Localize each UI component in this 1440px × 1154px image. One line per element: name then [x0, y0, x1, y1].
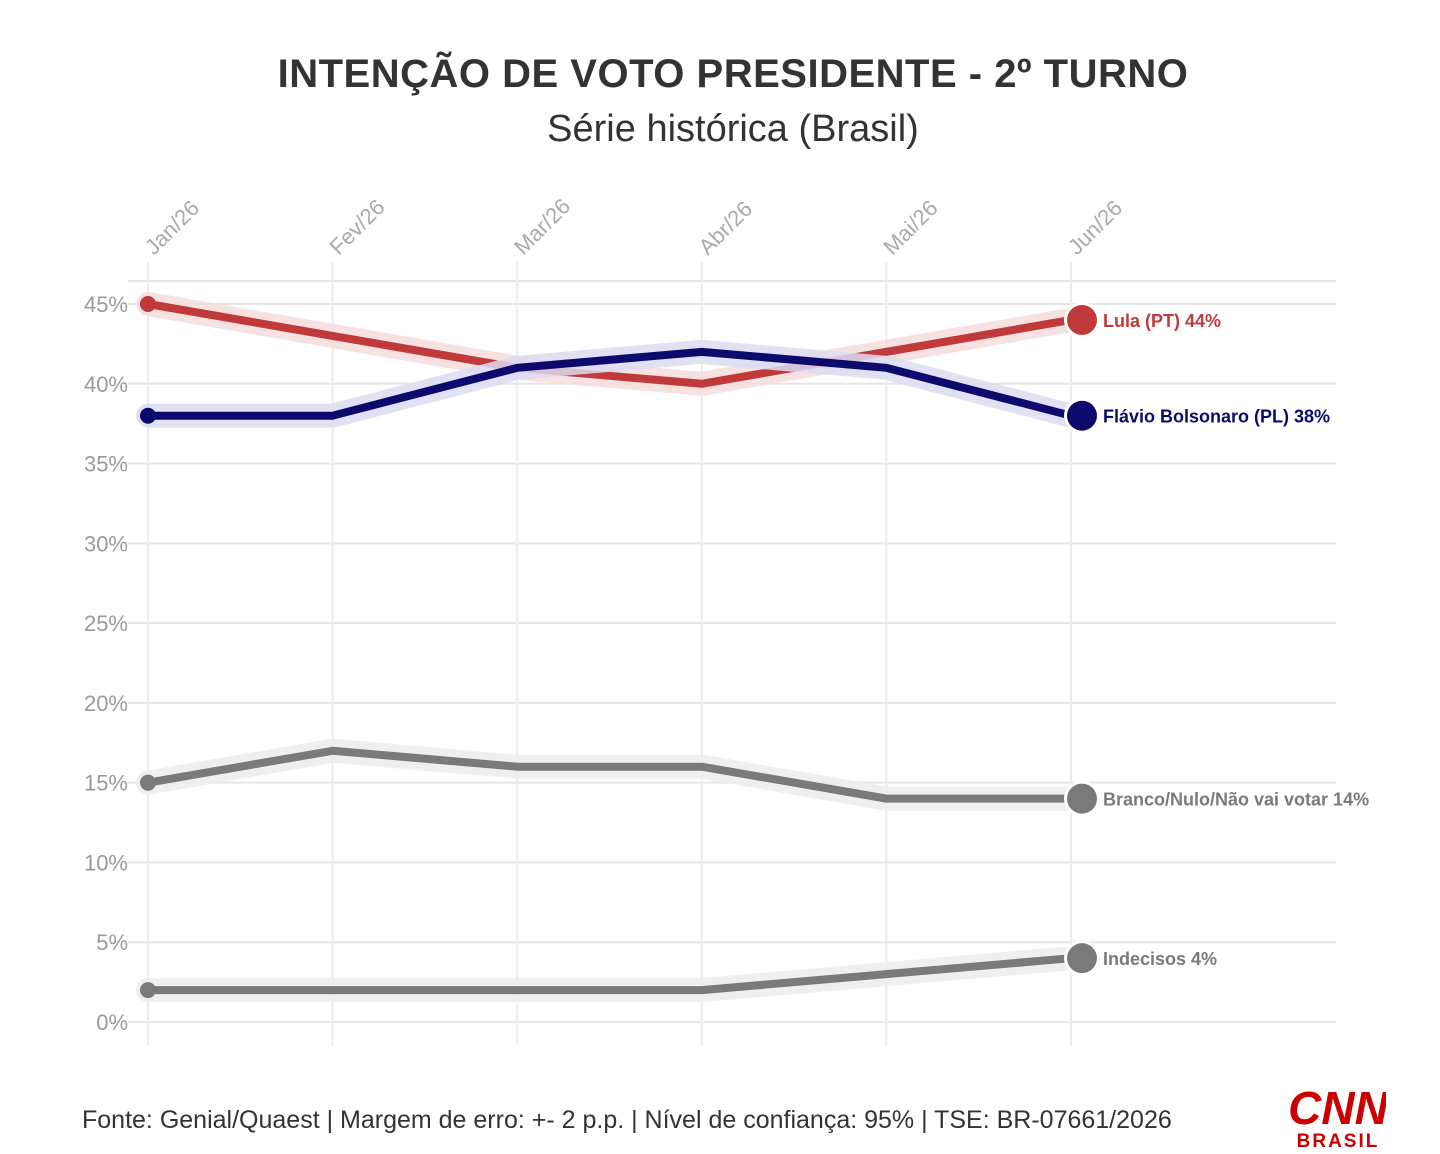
chart-subtitle: Série histórica (Brasil) — [547, 108, 919, 150]
series-label: Flávio Bolsonaro (PL) 38% — [1103, 407, 1330, 427]
y-tick-label: 45% — [84, 292, 128, 317]
x-tick-label: Mar/26 — [509, 193, 575, 259]
y-tick-label: 10% — [84, 850, 128, 875]
x-tick-label: Abr/26 — [694, 196, 758, 260]
series-line — [144, 746, 1075, 803]
series-end-point — [1067, 400, 1097, 431]
x-tick-label: Jan/26 — [140, 195, 204, 259]
series-start-point — [140, 296, 156, 312]
logo-brand: CNN — [1290, 1084, 1386, 1134]
series-label: Indecisos 4% — [1103, 949, 1217, 969]
series-layer — [136, 292, 1100, 1003]
x-tick-label: Jun/26 — [1063, 195, 1127, 259]
source-footer: Fonte: Genial/Quaest | Margem de erro: +… — [82, 1106, 1172, 1134]
series-line — [144, 347, 1075, 420]
y-tick-label: 5% — [96, 930, 128, 955]
y-tick-label: 25% — [84, 611, 128, 636]
series-line — [144, 300, 1075, 388]
logo-sub: BRASIL — [1297, 1131, 1380, 1152]
y-tick-label: 20% — [84, 691, 128, 716]
x-axis-ticks: Jan/26 Fev/26 Mar/26 Abr/26 Mai/26 Jun/26 — [140, 193, 1127, 259]
series-end-point — [1067, 304, 1097, 335]
x-tick-label: Mai/26 — [878, 195, 942, 259]
y-tick-label: 30% — [84, 531, 128, 556]
grid-layer — [128, 262, 1336, 1046]
y-tick-label: 35% — [84, 452, 128, 477]
series-start-point — [140, 407, 156, 424]
series-labels: Lula (PT) 44% Flávio Bolsonaro (PL) 38% Br… — [1103, 311, 1369, 969]
series-start-point — [140, 982, 156, 999]
series-label: Lula (PT) 44% — [1103, 311, 1221, 331]
cnn-brasil-logo: CNN BRASIL — [1290, 1084, 1386, 1152]
series-line — [144, 954, 1075, 995]
chart-title: INTENÇÃO DE VOTO PRESIDENTE - 2º TURNO — [277, 52, 1189, 96]
series-end-point — [1067, 943, 1097, 974]
y-tick-label: 0% — [96, 1010, 128, 1035]
y-tick-label: 15% — [84, 771, 128, 796]
y-axis-ticks: 0% 5% 10% 15% 20% 25% 30% 35% 40% 45% — [84, 292, 128, 1035]
series-label: Branco/Nulo/Não vai votar 14% — [1103, 790, 1369, 810]
x-tick-label: Fev/26 — [324, 194, 389, 259]
series-end-point — [1067, 783, 1097, 814]
series-start-point — [140, 774, 156, 791]
y-tick-label: 40% — [84, 372, 128, 397]
